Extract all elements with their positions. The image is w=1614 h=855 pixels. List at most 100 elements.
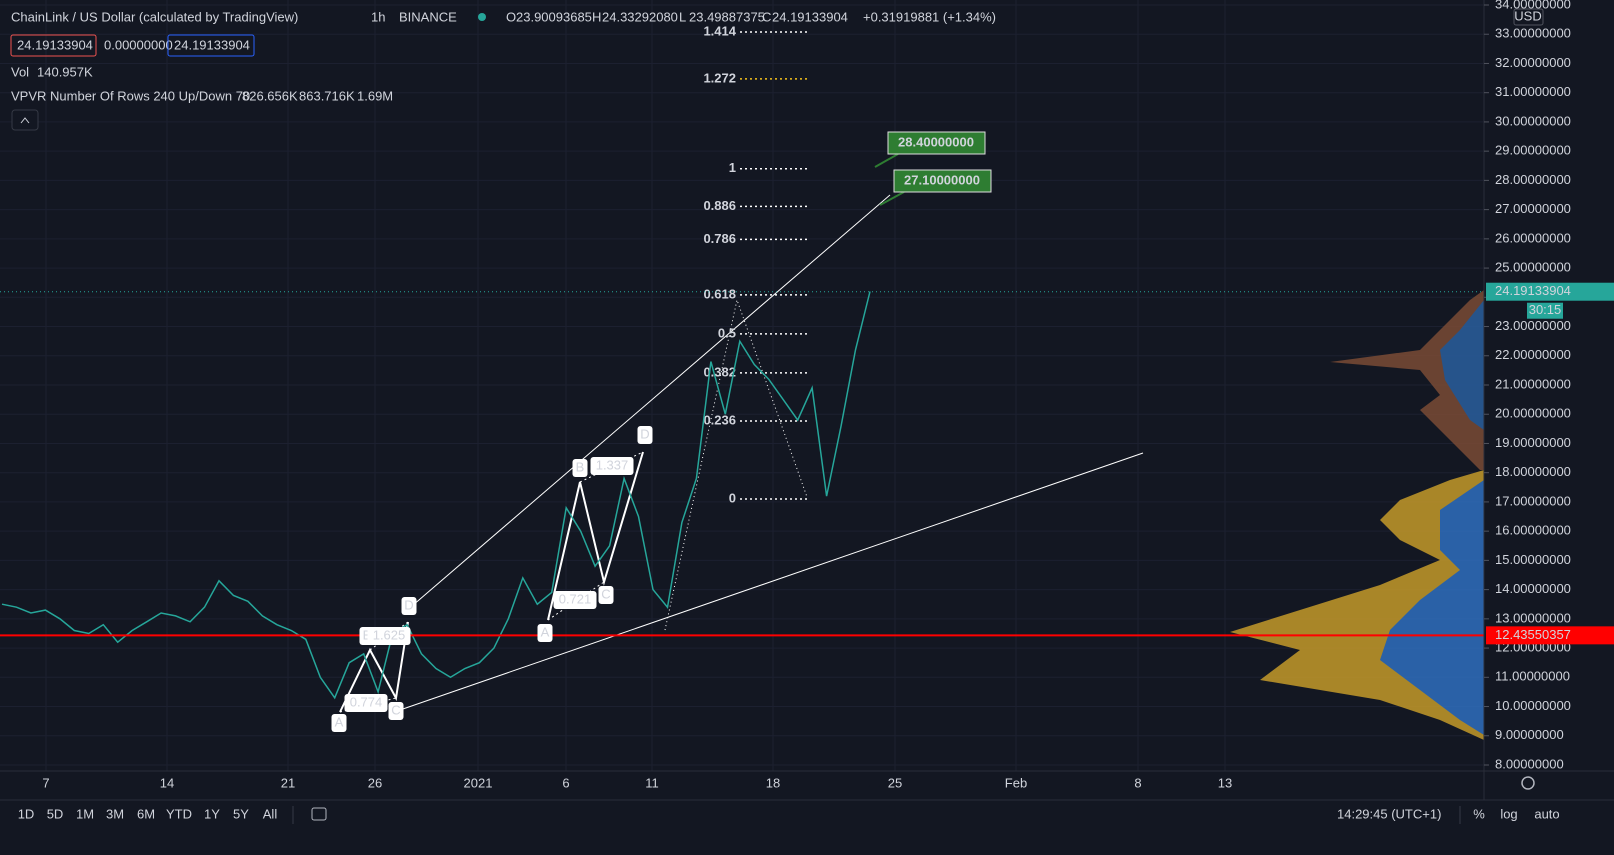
price-tick-label: 25.00000000 bbox=[1495, 260, 1571, 275]
vol-value: 140.957K bbox=[37, 64, 93, 79]
settings-icon[interactable] bbox=[1521, 776, 1535, 790]
vpvr-up: 826.656K bbox=[242, 88, 298, 103]
countdown: 30:15 bbox=[1529, 302, 1562, 317]
ohlc-key: L bbox=[679, 9, 686, 24]
pattern-label: D bbox=[404, 597, 413, 612]
clock: 14:29:45 (UTC+1) bbox=[1337, 806, 1441, 821]
price-tick-label: 8.00000000 bbox=[1495, 756, 1564, 771]
fib-label: 0.618 bbox=[703, 286, 736, 301]
price-line bbox=[1, 291, 871, 700]
trend-line bbox=[399, 452, 1144, 711]
pattern-label: 1.625 bbox=[373, 627, 406, 642]
range-button[interactable]: 5D bbox=[47, 806, 64, 821]
pattern-label-box bbox=[344, 694, 388, 712]
pattern-line bbox=[547, 451, 644, 621]
price-tick-label: 10.00000000 bbox=[1495, 698, 1571, 713]
range-button[interactable]: 1D bbox=[18, 806, 35, 821]
price-tick-label: 29.00000000 bbox=[1495, 143, 1571, 158]
pattern-label: C bbox=[601, 586, 610, 601]
fib-trend bbox=[664, 298, 808, 631]
interval: 1h bbox=[371, 9, 385, 24]
grid bbox=[0, 0, 1484, 771]
fib-label: 0.382 bbox=[703, 364, 736, 379]
fib-label: 1.414 bbox=[703, 23, 736, 38]
time-label: 2021 bbox=[464, 775, 493, 790]
exchange: BINANCE bbox=[399, 9, 457, 24]
fib-levels: 1.414 1.272 1 0.886 0.786 0.618 0.5 0.382 0.236 0 bbox=[703, 23, 810, 505]
percent-button[interactable]: % bbox=[1473, 806, 1485, 821]
currency-box bbox=[1513, 8, 1544, 26]
range-button[interactable]: YTD bbox=[166, 806, 192, 821]
pattern-line bbox=[579, 451, 644, 483]
price-tick-label: 14.00000000 bbox=[1495, 581, 1571, 596]
range-button[interactable]: 3M bbox=[106, 806, 124, 821]
price-tick-label: 22.00000000 bbox=[1495, 347, 1571, 362]
time-label: 8 bbox=[1134, 775, 1141, 790]
price-tick-label: 11.00000000 bbox=[1495, 669, 1570, 684]
last-price: 24.19133904 bbox=[1495, 283, 1571, 298]
volume-profile bbox=[1230, 290, 1484, 740]
price-tick-label: 27.00000000 bbox=[1495, 201, 1571, 216]
range-button[interactable]: 6M bbox=[137, 806, 155, 821]
ohlc-value: 23.49887375 bbox=[689, 9, 765, 24]
buy: 24.19133904 bbox=[174, 37, 250, 52]
price-tick-label: 23.00000000 bbox=[1495, 318, 1571, 333]
time-label: 7 bbox=[42, 775, 49, 790]
pattern-label-box bbox=[572, 459, 588, 477]
fib-label: 1.272 bbox=[703, 70, 736, 85]
pattern-label-box bbox=[367, 627, 411, 645]
ohlc-key: H bbox=[592, 9, 601, 24]
buy-box[interactable] bbox=[167, 34, 255, 57]
time-label: 25 bbox=[888, 775, 902, 790]
pattern-label-box bbox=[388, 702, 404, 720]
price-axis: 8.00000000 9.00000000 10.00000000 11.000000… bbox=[1484, 0, 1614, 771]
fib-label: 0.886 bbox=[703, 198, 736, 213]
price-tick-label: 17.00000000 bbox=[1495, 493, 1571, 508]
callout-label: 27.10000000 bbox=[904, 172, 980, 187]
time-label: 13 bbox=[1218, 775, 1232, 790]
pattern-label-box bbox=[331, 714, 347, 732]
range-button[interactable]: All bbox=[263, 806, 278, 821]
price-tick-label: 34.00000000 bbox=[1495, 0, 1571, 11]
compare-icon[interactable] bbox=[311, 807, 327, 821]
price-tick-label: 13.00000000 bbox=[1495, 610, 1571, 625]
toolbar: 7 14 21 26 2021 6 11 18 25 Feb 8 13 1D 5D 1M 3M 6M YTD 1Y 5… bbox=[18, 775, 1560, 824]
range-button[interactable]: 1Y bbox=[204, 806, 220, 821]
collapse-button[interactable] bbox=[11, 109, 39, 131]
pattern-label-box bbox=[537, 624, 553, 642]
callout-box bbox=[887, 131, 986, 155]
vpvr-total: 1.69M bbox=[357, 88, 393, 103]
range-button[interactable]: 5Y bbox=[233, 806, 249, 821]
time-label: 21 bbox=[281, 775, 295, 790]
price-tick-label: 32.00000000 bbox=[1495, 55, 1571, 70]
log-button[interactable]: log bbox=[1500, 806, 1517, 821]
fib-label: 0.5 bbox=[718, 325, 736, 340]
vol-label: Vol bbox=[11, 64, 29, 79]
callout-box bbox=[893, 169, 992, 193]
change: +0.31919881 (+1.34%) bbox=[863, 9, 996, 24]
price-tick-label: 20.00000000 bbox=[1495, 406, 1571, 421]
sell-box[interactable] bbox=[10, 34, 97, 57]
currency: USD bbox=[1514, 8, 1541, 23]
vpvr-down: 863.716K bbox=[299, 88, 355, 103]
vpvr-label: VPVR Number Of Rows 240 Up/Down 70 bbox=[11, 88, 250, 103]
price-tick-label: 33.00000000 bbox=[1495, 26, 1571, 41]
sell: 24.19133904 bbox=[17, 37, 93, 52]
spread: 0.00000000 bbox=[104, 37, 173, 52]
pattern-label: A bbox=[541, 624, 550, 639]
pattern-label: B bbox=[363, 627, 372, 642]
overlay: 28.40000000 27.10000000 A B C D 0.774 1.625 A B C D… bbox=[0, 131, 1484, 732]
pattern-label-box bbox=[590, 457, 634, 475]
auto-button[interactable]: auto bbox=[1534, 806, 1559, 821]
price-tick-label: 9.00000000 bbox=[1495, 727, 1564, 742]
pattern-label-box bbox=[401, 597, 417, 615]
range-button[interactable]: 1M bbox=[76, 806, 94, 821]
ohlc-key: C bbox=[762, 9, 771, 24]
last-price-tag bbox=[1486, 282, 1614, 301]
ohlc-value: 24.19133904 bbox=[772, 9, 848, 24]
pattern-label-box bbox=[598, 586, 614, 604]
time-label: 18 bbox=[766, 775, 780, 790]
trend-line bbox=[404, 194, 891, 613]
